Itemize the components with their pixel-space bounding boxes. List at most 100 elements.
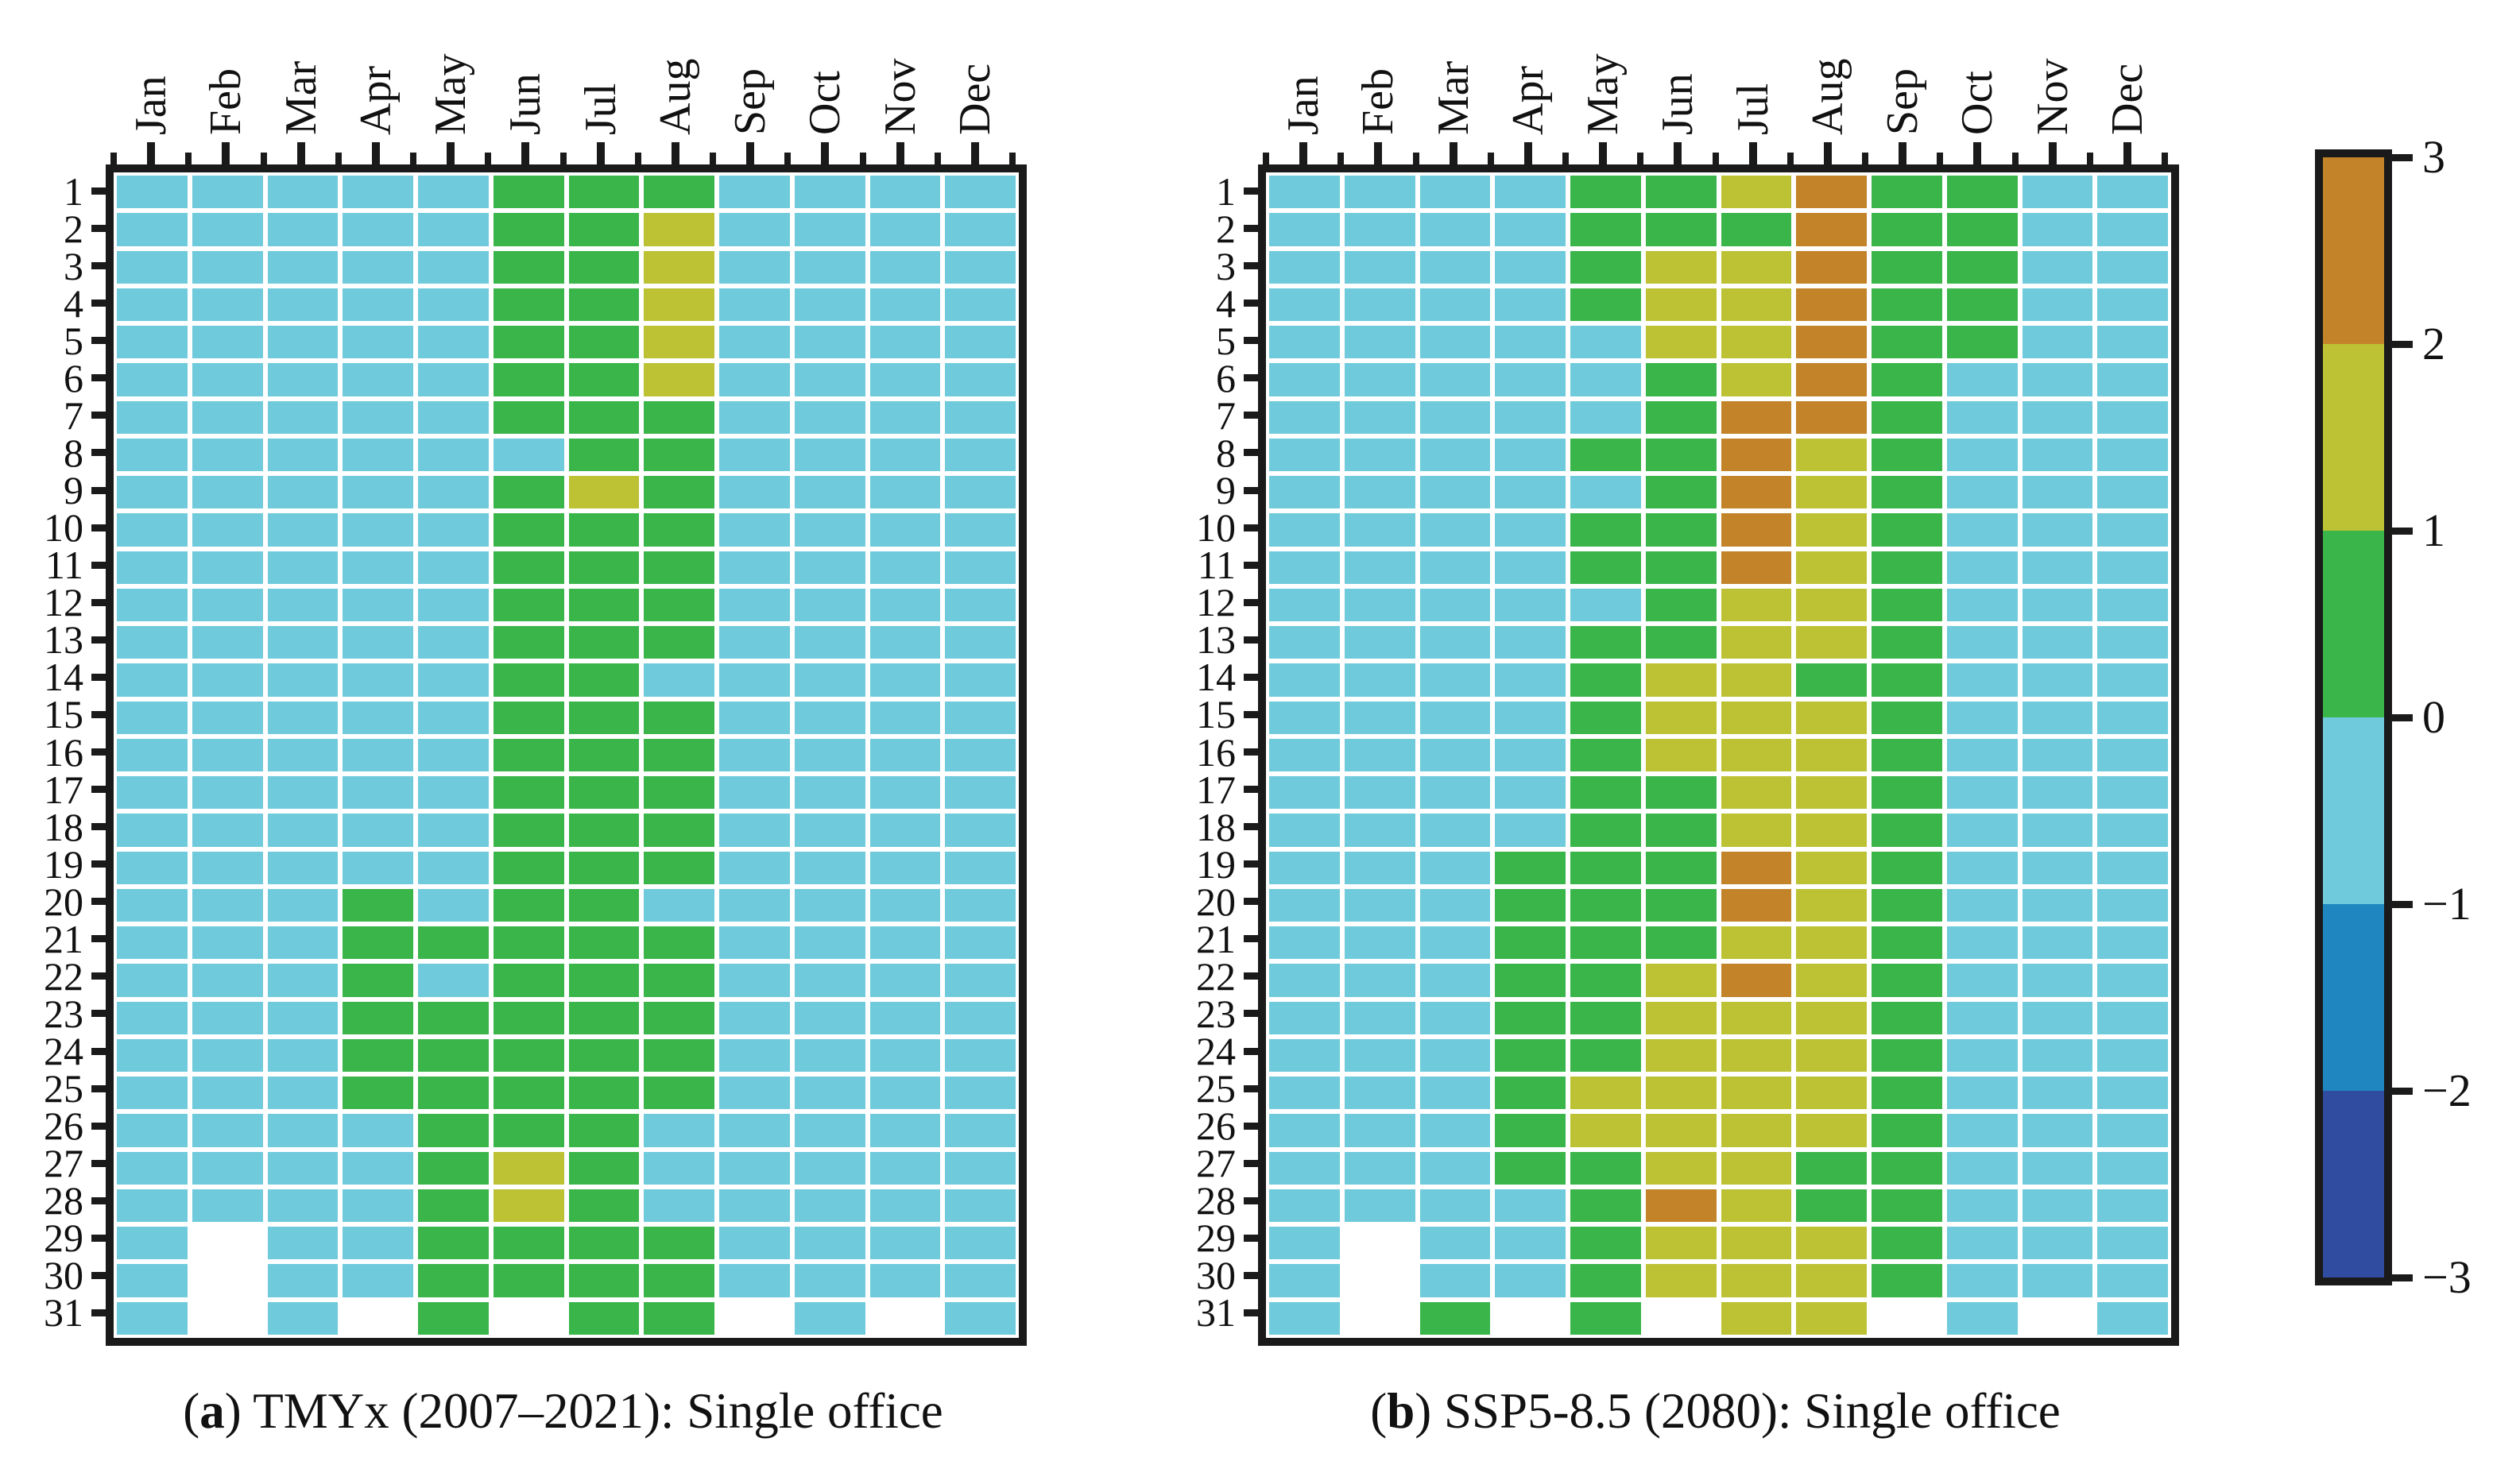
heatmap-cell — [267, 1038, 339, 1073]
heatmap-cell — [1645, 176, 1717, 209]
x-minor-tick — [634, 153, 641, 164]
x-tick-label-month: Mar — [276, 60, 326, 135]
heatmap-cell — [343, 326, 413, 359]
heatmap-cell — [869, 814, 941, 847]
heatmap-cell — [1269, 663, 1340, 697]
heatmap-cell — [568, 176, 640, 209]
heatmap-cell — [117, 1301, 188, 1335]
heatmap-cell — [192, 588, 263, 622]
heatmap-cell — [1946, 701, 2018, 734]
heatmap-cell — [2097, 814, 2168, 847]
heatmap-cell — [2022, 926, 2093, 960]
heatmap-cell — [1570, 776, 1641, 810]
heatmap-cell — [1946, 1038, 2018, 1073]
x-major-tick — [896, 142, 904, 164]
heatmap-cell — [1495, 1227, 1566, 1260]
heatmap-cell — [1721, 288, 1792, 322]
heatmap-cell — [568, 776, 640, 810]
heatmap-cell — [1269, 738, 1340, 772]
heatmap-cell — [1645, 1227, 1717, 1260]
heatmap-cell — [343, 926, 413, 960]
x-tick-label-month: Dec — [2102, 63, 2152, 135]
heatmap-cell — [719, 851, 790, 884]
heatmap-cell — [1344, 250, 1415, 284]
heatmap-cell — [1570, 1227, 1641, 1260]
heatmap-cell — [719, 1301, 790, 1335]
heatmap-cell — [1495, 738, 1566, 772]
heatmap-cell — [1872, 663, 1942, 697]
heatmap-cell — [1872, 1189, 1942, 1223]
y-tick-label-day: 20 — [44, 879, 83, 924]
heatmap-cell — [1796, 513, 1867, 547]
heatmap-cell — [1645, 326, 1717, 359]
heatmap-cell — [794, 814, 865, 847]
y-tick — [91, 1196, 106, 1204]
heatmap-cell — [794, 1264, 865, 1297]
heatmap-cell — [2022, 213, 2093, 246]
heatmap-cell — [418, 1001, 489, 1034]
heatmap-cell — [192, 363, 263, 396]
heatmap-cell — [869, 1114, 941, 1147]
heatmap-cell — [1645, 701, 1717, 734]
heatmap-cell — [1495, 851, 1566, 884]
heatmap-cell — [1570, 513, 1641, 547]
heatmap-cell — [267, 588, 339, 622]
x-major-tick — [296, 142, 305, 164]
colorbar-tick-label: 1 — [2422, 504, 2445, 556]
heatmap-cell — [418, 1189, 489, 1223]
heatmap-cell — [1796, 438, 1867, 472]
heatmap-cell — [418, 926, 489, 960]
heatmap-cell — [2097, 438, 2168, 472]
heatmap-cell — [1946, 400, 2018, 434]
heatmap-cell — [1570, 738, 1641, 772]
heatmap-cell — [418, 663, 489, 697]
heatmap-cell — [343, 851, 413, 884]
heatmap-cell — [1344, 1227, 1415, 1260]
heatmap-cell — [192, 851, 263, 884]
heatmap-cell — [1570, 400, 1641, 434]
heatmap-cell — [1946, 964, 2018, 997]
y-tick — [1244, 786, 1258, 794]
heatmap-cell — [418, 964, 489, 997]
heatmap-cell — [869, 964, 941, 997]
heatmap-cell — [1796, 400, 1867, 434]
heatmap-cell — [869, 400, 941, 434]
heatmap-cell — [1495, 1077, 1566, 1110]
y-tick-label-day: 2 — [1216, 206, 1236, 251]
heatmap-cell — [794, 213, 865, 246]
heatmap-cell — [1946, 250, 2018, 284]
heatmap-cell — [794, 851, 865, 884]
y-tick — [91, 972, 106, 980]
heatmap-cell — [1946, 176, 2018, 209]
heatmap-cell — [568, 288, 640, 322]
heatmap-cell — [1419, 476, 1491, 509]
x-tick-label-month: Apr — [350, 65, 401, 135]
heatmap-cell — [719, 1038, 790, 1073]
heatmap-cell — [719, 1001, 790, 1034]
x-tick-label-month: Aug — [650, 58, 700, 135]
heatmap-cell — [1872, 1301, 1942, 1335]
heatmap-cell — [192, 250, 263, 284]
x-major-tick — [746, 142, 755, 164]
heatmap-cell — [267, 326, 339, 359]
heatmap-cell — [1721, 513, 1792, 547]
heatmap-cell — [493, 176, 564, 209]
y-tick-label-day: 24 — [1196, 1029, 1236, 1074]
heatmap-cell — [418, 326, 489, 359]
x-minor-tick — [485, 153, 492, 164]
heatmap-cell — [2022, 1189, 2093, 1223]
heatmap-cell — [1570, 363, 1641, 396]
heatmap-cell — [493, 326, 564, 359]
heatmap-cell — [1796, 1001, 1867, 1034]
heatmap-cell — [1872, 1114, 1942, 1147]
heatmap-cell — [644, 663, 714, 697]
y-tick-label-day: 28 — [1196, 1178, 1236, 1223]
heatmap-cell — [192, 663, 263, 697]
heatmap-cell — [1872, 326, 1942, 359]
heatmap-cell — [117, 1038, 188, 1073]
heatmap-cell — [418, 701, 489, 734]
y-tick-label-day: 11 — [1197, 543, 1236, 588]
heatmap-cell — [1721, 1301, 1792, 1335]
heatmap-cell — [1344, 513, 1415, 547]
heatmap-cell — [2097, 363, 2168, 396]
